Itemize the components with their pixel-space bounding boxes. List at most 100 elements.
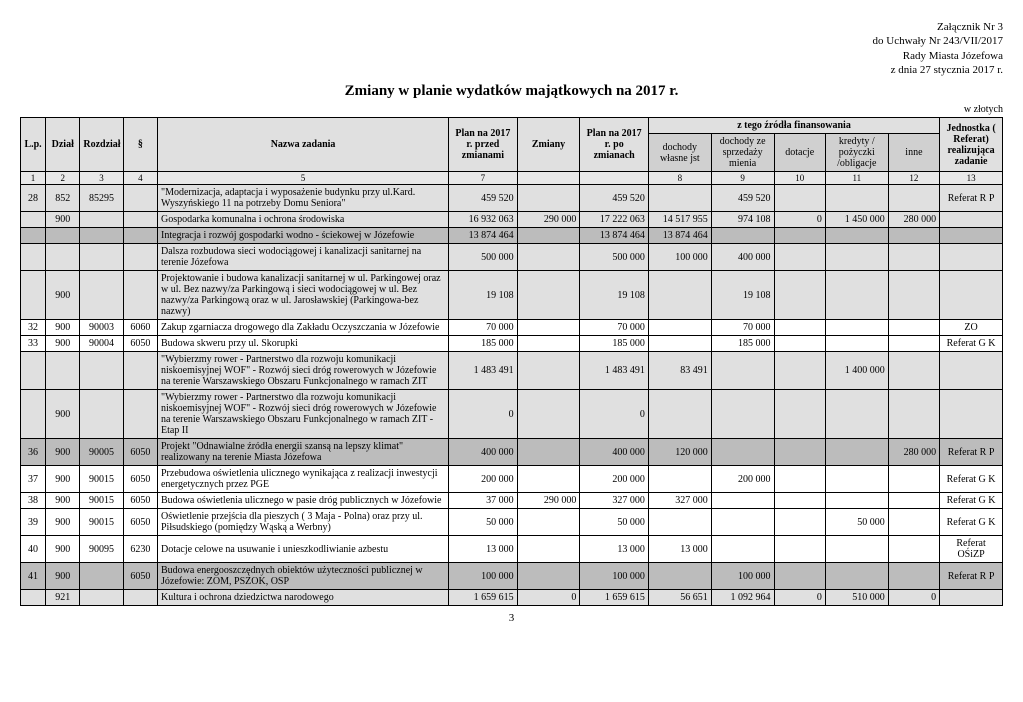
cell [774, 390, 825, 439]
cell: 14 517 955 [648, 212, 711, 228]
table-row: 33900900046050Budowa skweru przy ul. Sko… [21, 336, 1003, 352]
cell [940, 352, 1003, 390]
cell [21, 590, 46, 606]
cell: 1 659 615 [580, 590, 649, 606]
cell: 900 [46, 493, 80, 509]
cell: 1 092 964 [711, 590, 774, 606]
cell: 900 [46, 271, 80, 320]
cell: 19 108 [580, 271, 649, 320]
cell: 13 874 464 [648, 228, 711, 244]
cell: 185 000 [711, 336, 774, 352]
cell: 6050 [123, 336, 157, 352]
cell: 185 000 [449, 336, 518, 352]
cell: 1 659 615 [449, 590, 518, 606]
cell: 100 000 [580, 563, 649, 590]
cell: 327 000 [648, 493, 711, 509]
cell [517, 320, 580, 336]
cell: Kultura i ochrona dziedzictwa narodowego [157, 590, 448, 606]
header-line2: do Uchwały Nr 243/VII/2017 [20, 34, 1003, 48]
cell: 85295 [80, 185, 123, 212]
cell [517, 228, 580, 244]
cell: 90004 [80, 336, 123, 352]
cell [888, 352, 939, 390]
cell [648, 390, 711, 439]
cell [825, 466, 888, 493]
header-line3: Rady Miasta Józefowa [20, 49, 1003, 63]
cell [711, 228, 774, 244]
cell [888, 493, 939, 509]
cell: 28 [21, 185, 46, 212]
cell [711, 493, 774, 509]
table-row: 900"Wybierzmy rower - Partnerstwo dla ro… [21, 390, 1003, 439]
cell [123, 228, 157, 244]
col-jednostka: Jednostka ( Referat) realizująca zadanie [940, 118, 1003, 172]
col-zmiany: Zmiany [517, 118, 580, 172]
cell: 459 520 [449, 185, 518, 212]
cell [123, 271, 157, 320]
cell [774, 509, 825, 536]
cell [888, 509, 939, 536]
cell: 19 108 [449, 271, 518, 320]
page-title: Zmiany w planie wydatków majątkowych na … [20, 83, 1003, 100]
cell: Projektowanie i budowa kanalizacji sanit… [157, 271, 448, 320]
cell: 290 000 [517, 212, 580, 228]
cell [774, 352, 825, 390]
cell: "Wybierzmy rower - Partnerstwo dla rozwo… [157, 390, 448, 439]
cell: 90095 [80, 536, 123, 563]
cell [648, 185, 711, 212]
cell: 900 [46, 509, 80, 536]
cell: 510 000 [825, 590, 888, 606]
cell [80, 244, 123, 271]
cell [123, 352, 157, 390]
cell: 100 000 [648, 244, 711, 271]
cell: 290 000 [517, 493, 580, 509]
cell [517, 244, 580, 271]
cell [940, 228, 1003, 244]
cell [648, 563, 711, 590]
cell: Dalsza rozbudowa sieci wodociągowej i ka… [157, 244, 448, 271]
cell: 50 000 [825, 509, 888, 536]
header-line1: Załącznik Nr 3 [20, 20, 1003, 34]
cell [123, 590, 157, 606]
cell [711, 439, 774, 466]
table-row: 36900900056050Projekt "Odnawialne źródła… [21, 439, 1003, 466]
cell: Referat R P [940, 185, 1003, 212]
cell: 13 874 464 [449, 228, 518, 244]
cell: 200 000 [580, 466, 649, 493]
cell: 90015 [80, 493, 123, 509]
cell: 500 000 [580, 244, 649, 271]
cell: 459 520 [711, 185, 774, 212]
cell: Referat OŚiZP [940, 536, 1003, 563]
cell [648, 336, 711, 352]
cell [825, 536, 888, 563]
cell: 33 [21, 336, 46, 352]
col-dzial: Dział [46, 118, 80, 172]
table-body: 2885285295"Modernizacja, adaptacja i wyp… [21, 185, 1003, 606]
cell: 185 000 [580, 336, 649, 352]
cell [825, 439, 888, 466]
cell [825, 271, 888, 320]
cell: 900 [46, 563, 80, 590]
cell: Przebudowa oświetlenia ulicznego wynikaj… [157, 466, 448, 493]
cell [940, 271, 1003, 320]
table-row: 921Kultura i ochrona dziedzictwa narodow… [21, 590, 1003, 606]
cell [888, 271, 939, 320]
cell: 0 [449, 390, 518, 439]
cell: 16 932 063 [449, 212, 518, 228]
cell [774, 439, 825, 466]
cell: 50 000 [580, 509, 649, 536]
cell: 37 000 [449, 493, 518, 509]
cell [825, 493, 888, 509]
cell [517, 271, 580, 320]
cell: 6050 [123, 466, 157, 493]
col-rozdzial: Rozdział [80, 118, 123, 172]
cell [21, 212, 46, 228]
table-row: 900Gospodarka komunalna i ochrona środow… [21, 212, 1003, 228]
cell [648, 466, 711, 493]
cell: Budowa oświetlenia ulicznego w pasie dró… [157, 493, 448, 509]
cell: 90003 [80, 320, 123, 336]
cell: 0 [580, 390, 649, 439]
cell [940, 590, 1003, 606]
cell [46, 244, 80, 271]
cell: 6050 [123, 493, 157, 509]
